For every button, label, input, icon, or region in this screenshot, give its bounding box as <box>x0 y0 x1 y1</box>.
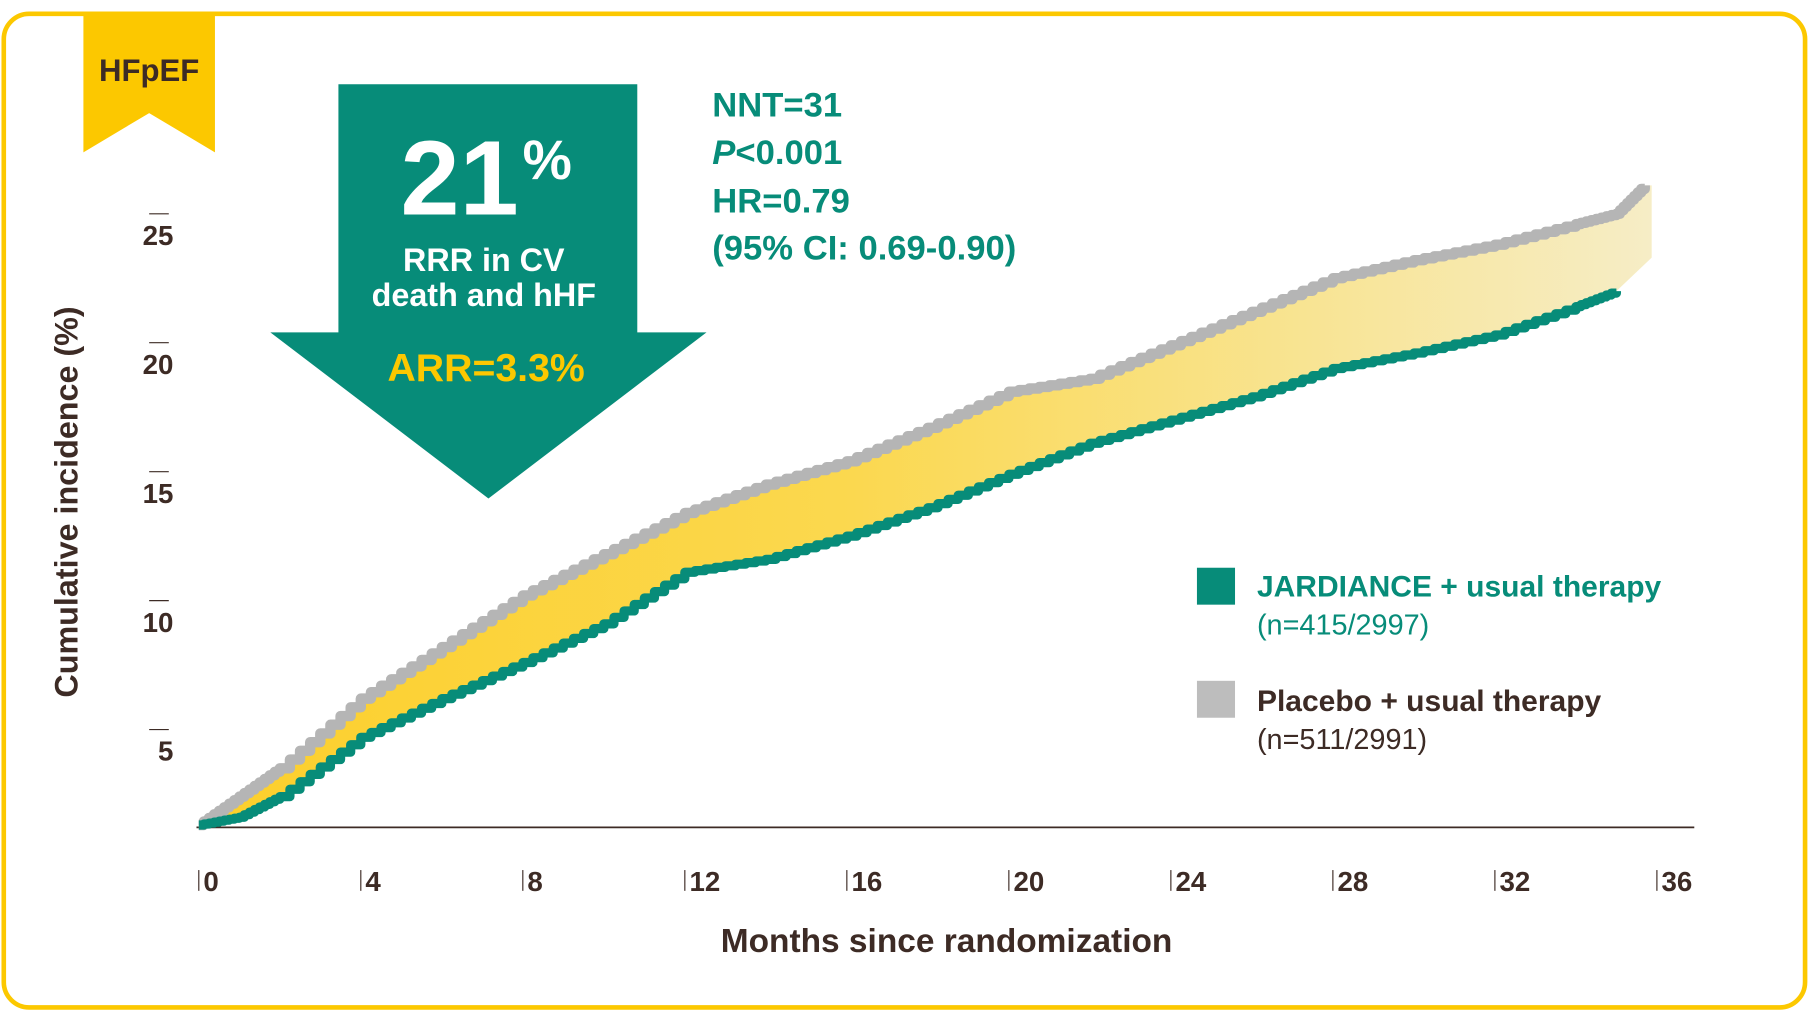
rrr-unit: % <box>523 129 572 191</box>
legend-sub-jardiance: (n=415/2997) <box>1257 610 1429 642</box>
stats-block: NNT=31 P<0.001 HR=0.79 (95% CI: 0.69-0.9… <box>712 87 1016 268</box>
x-tick-label: 36 <box>1662 866 1693 897</box>
x-axis-label: Months since randomization <box>721 923 1173 960</box>
hfpef-badge: HFpEF <box>83 11 215 153</box>
p-symbol: P <box>712 134 736 172</box>
nnt-text: NNT=31 <box>712 87 842 125</box>
x-tick-label: 16 <box>851 866 882 897</box>
x-tick-label: 4 <box>365 866 381 897</box>
rrr-value: 21 <box>401 120 519 238</box>
legend: JARDIANCE + usual therapy (n=415/2997) P… <box>1196 567 1662 756</box>
y-tick-label: 20 <box>143 349 174 380</box>
arr-value: ARR=3.3% <box>387 346 584 390</box>
y-tick-label: 25 <box>143 220 174 251</box>
x-axis-ticks: 0 4 8 12 16 20 24 28 32 36 <box>198 866 1693 897</box>
legend-swatch-placebo <box>1196 680 1236 718</box>
p-value-text: P<0.001 <box>712 134 842 172</box>
y-tick-label: 5 <box>158 736 173 767</box>
y-tick-label: 10 <box>143 607 174 638</box>
p-value: <0.001 <box>735 134 842 172</box>
placebo-curve <box>198 183 1650 831</box>
x-tick-label: 20 <box>1013 866 1044 897</box>
x-tick-label: 32 <box>1500 866 1531 897</box>
y-tick-label: 15 <box>143 478 174 509</box>
hr-text: HR=0.79 <box>712 182 850 220</box>
rrr-label-line1: RRR in CV <box>403 242 565 278</box>
ci-text: (95% CI: 0.69-0.90) <box>712 230 1016 268</box>
legend-label-placebo: Placebo + usual therapy <box>1257 685 1602 718</box>
x-tick-label: 12 <box>689 866 720 897</box>
y-axis-label: Cumulative incidence (%) <box>49 306 85 697</box>
x-tick-label: 24 <box>1175 866 1206 897</box>
legend-swatch-jardiance <box>1196 567 1236 605</box>
y-axis-ticks: 5 10 15 20 25 <box>143 213 174 767</box>
jardiance-curve <box>198 288 1622 830</box>
badge-text: HFpEF <box>99 53 199 88</box>
x-tick-label: 28 <box>1337 866 1368 897</box>
rrr-arrow-callout: 21 % RRR in CV death and hHF ARR=3.3% <box>270 84 707 499</box>
legend-label-jardiance: JARDIANCE + usual therapy <box>1257 571 1662 604</box>
rrr-label-line2: death and hHF <box>372 277 596 313</box>
x-tick-label: 8 <box>527 866 542 897</box>
x-tick-label: 0 <box>203 866 218 897</box>
legend-sub-placebo: (n=511/2991) <box>1257 724 1427 756</box>
